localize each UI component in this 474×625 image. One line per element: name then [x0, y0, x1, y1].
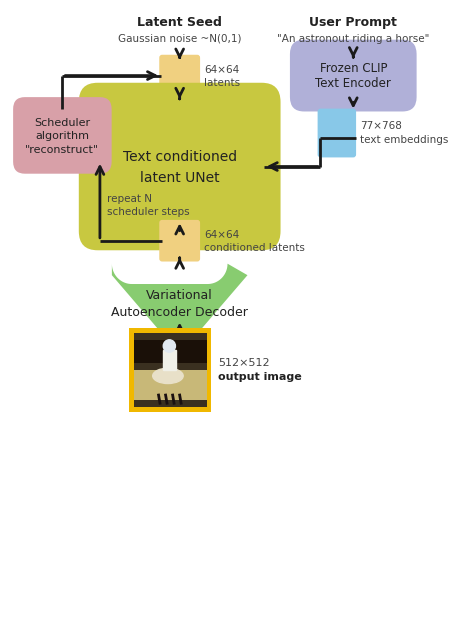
- Text: 512×512: 512×512: [219, 357, 270, 367]
- Text: Gaussian noise ~N(0,1): Gaussian noise ~N(0,1): [118, 34, 241, 44]
- Circle shape: [163, 340, 175, 352]
- Text: latents: latents: [204, 78, 240, 88]
- Text: algorithm: algorithm: [36, 131, 90, 141]
- FancyBboxPatch shape: [79, 82, 281, 250]
- FancyBboxPatch shape: [159, 55, 200, 96]
- Text: 64×64: 64×64: [204, 230, 239, 240]
- Bar: [134, 340, 207, 362]
- FancyBboxPatch shape: [13, 97, 112, 174]
- Text: text embeddings: text embeddings: [360, 135, 449, 145]
- Text: scheduler steps: scheduler steps: [107, 207, 190, 217]
- Bar: [129, 328, 211, 412]
- Text: output image: output image: [219, 372, 302, 382]
- Polygon shape: [112, 264, 247, 351]
- Text: Variational: Variational: [146, 289, 213, 302]
- Text: "reconstruct": "reconstruct": [25, 145, 100, 155]
- Text: latent UNet: latent UNet: [140, 171, 219, 186]
- Text: conditioned latents: conditioned latents: [204, 243, 305, 253]
- FancyBboxPatch shape: [290, 39, 417, 111]
- Text: User Prompt: User Prompt: [310, 16, 397, 29]
- Ellipse shape: [153, 368, 183, 384]
- Text: 64×64: 64×64: [204, 65, 239, 75]
- Text: Scheduler: Scheduler: [34, 119, 91, 129]
- Bar: [163, 350, 176, 370]
- Text: "An astronout riding a horse": "An astronout riding a horse": [277, 34, 429, 44]
- Bar: [134, 333, 207, 407]
- Text: repeat N: repeat N: [107, 194, 152, 204]
- Text: Text conditioned: Text conditioned: [123, 150, 237, 164]
- Text: 77×768: 77×768: [360, 121, 402, 131]
- Text: Frozen CLIP: Frozen CLIP: [319, 62, 387, 75]
- Bar: [134, 370, 207, 399]
- Text: Latent Seed: Latent Seed: [137, 16, 222, 29]
- FancyBboxPatch shape: [159, 220, 200, 261]
- Text: Autoencoder Decoder: Autoencoder Decoder: [111, 306, 248, 319]
- FancyBboxPatch shape: [318, 109, 356, 158]
- Text: Text Encoder: Text Encoder: [315, 78, 391, 90]
